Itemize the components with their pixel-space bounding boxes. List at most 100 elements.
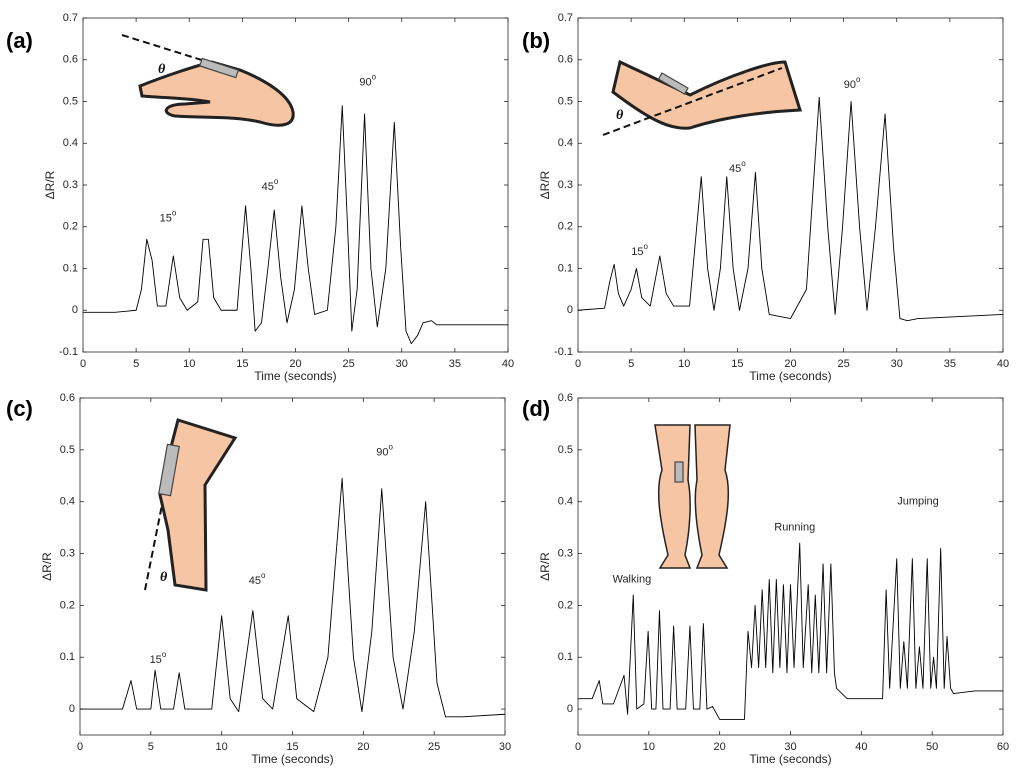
y-tick-label: 0 [567, 703, 573, 715]
y-tick-label: 0.1 [558, 651, 573, 663]
panel-label: (d) [522, 396, 550, 421]
x-tick-label: 20 [784, 358, 796, 370]
x-tick-label: 25 [343, 358, 355, 370]
x-axis-label: Time (seconds) [254, 369, 336, 383]
annotation-sup: o [856, 75, 861, 84]
figure: θ θ θ 0510152025303540-0.100.10.20.30.40… [0, 0, 1022, 776]
annotation: 45o [729, 159, 746, 175]
annotation: 15o [150, 650, 167, 666]
y-tick-label: 0.2 [558, 221, 573, 233]
y-tick-label: 0.3 [558, 179, 573, 191]
x-tick-label: 10 [643, 741, 655, 753]
y-tick-label: 0.4 [558, 137, 573, 149]
x-tick-label: 40 [997, 358, 1009, 370]
y-tick-label: 0.5 [558, 95, 573, 107]
x-tick-label: 50 [926, 741, 938, 753]
annotation: 45o [249, 571, 266, 587]
x-tick-label: 15 [286, 741, 298, 753]
annotation-text: Running [774, 522, 815, 534]
x-tick-label: 20 [357, 741, 369, 753]
annotation-text: 90 [359, 76, 371, 88]
x-axis-label: Time (seconds) [251, 752, 333, 766]
sensor [675, 462, 683, 482]
y-tick-label: 0.5 [63, 95, 78, 107]
x-tick-label: 5 [148, 741, 154, 753]
annotation: 90o [359, 72, 376, 88]
x-tick-label: 10 [183, 358, 195, 370]
x-tick-label: 25 [838, 358, 850, 370]
angle-line [122, 35, 208, 62]
y-tick-label: 0 [69, 703, 75, 715]
x-tick-label: 10 [678, 358, 690, 370]
x-tick-label: 30 [499, 741, 511, 753]
y-tick-label: 0.3 [558, 547, 573, 559]
x-tick-label: 40 [502, 358, 514, 370]
annotation-sup: o [388, 443, 393, 452]
y-axis-label: ΔR/R [43, 170, 57, 199]
annotation-text: 90 [376, 446, 388, 458]
annotation-text: 15 [160, 212, 172, 224]
annotation: Jumping [897, 496, 939, 508]
x-tick-label: 20 [289, 358, 301, 370]
y-tick-label: 0.4 [60, 496, 75, 508]
plot-frame [80, 398, 505, 735]
theta-label: θ [616, 108, 624, 123]
annotation: 90o [376, 443, 393, 459]
annotation: 45o [262, 177, 279, 193]
x-tick-label: 30 [396, 358, 408, 370]
y-tick-label: 0.3 [60, 547, 75, 559]
signal-line [80, 478, 505, 716]
x-tick-label: 30 [891, 358, 903, 370]
theta-label: θ [160, 570, 168, 585]
signal-line [83, 106, 508, 344]
y-tick-label: 0.6 [63, 54, 78, 66]
y-tick-label: 0.2 [60, 599, 75, 611]
x-tick-label: 35 [449, 358, 461, 370]
annotation-sup: o [644, 242, 649, 251]
y-tick-label: 0 [72, 304, 78, 316]
annotation-text: 45 [262, 181, 274, 193]
annotation-text: 90 [844, 79, 856, 91]
y-tick-label: 0.6 [60, 392, 75, 404]
annotation: Running [774, 522, 815, 534]
x-tick-label: 40 [855, 741, 867, 753]
annotation-sup: o [741, 159, 746, 168]
x-tick-label: 0 [77, 741, 83, 753]
annotation-sup: o [172, 209, 177, 218]
x-tick-label: 0 [575, 741, 581, 753]
annotation-sup: o [162, 650, 167, 659]
panel-label: (c) [6, 396, 33, 421]
inset-hand: θ [122, 35, 293, 125]
y-axis-label: ΔR/R [538, 170, 552, 199]
y-tick-label: 0.2 [63, 221, 78, 233]
x-tick-label: 10 [216, 741, 228, 753]
y-tick-label: 0.4 [63, 137, 78, 149]
signal-line [578, 543, 1003, 719]
plot-frame [578, 398, 1003, 735]
annotation-text: 45 [249, 575, 261, 587]
annotation-text: Jumping [897, 496, 939, 508]
y-tick-label: -0.1 [554, 346, 573, 358]
y-tick-label: 0.6 [558, 392, 573, 404]
y-tick-label: 0.2 [558, 599, 573, 611]
annotation: 15o [160, 209, 177, 225]
annotation-text: 45 [729, 163, 741, 175]
x-axis-label: Time (seconds) [749, 752, 831, 766]
signal-line [578, 97, 1003, 320]
y-axis-label: ΔR/R [40, 552, 54, 581]
x-tick-label: 20 [714, 741, 726, 753]
x-tick-label: 35 [944, 358, 956, 370]
y-tick-label: 0.6 [558, 54, 573, 66]
inset-legs [655, 425, 730, 568]
annotation: Walking [612, 573, 651, 585]
plot-frame [578, 18, 1003, 352]
theta-label: θ [158, 62, 166, 77]
x-tick-label: 5 [628, 358, 634, 370]
annotation-sup: o [274, 177, 279, 186]
x-tick-label: 0 [80, 358, 86, 370]
annotation-sup: o [372, 72, 377, 81]
annotation-text: Walking [612, 573, 651, 585]
x-tick-label: 60 [997, 741, 1009, 753]
inset-arm: θ [603, 62, 800, 135]
y-tick-label: -0.1 [59, 346, 78, 358]
